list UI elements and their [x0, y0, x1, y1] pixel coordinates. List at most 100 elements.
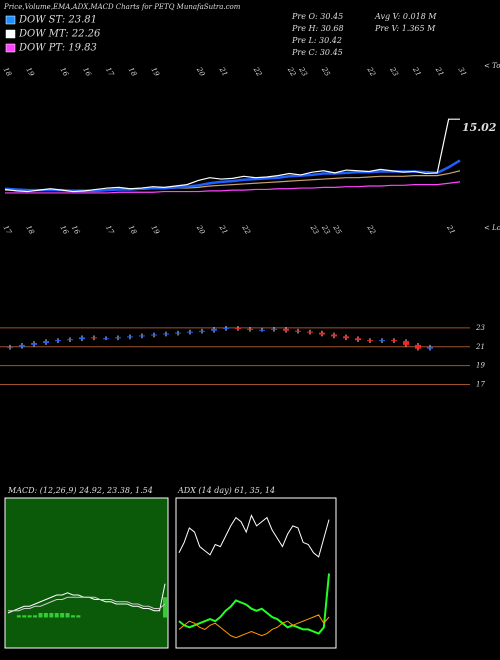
candle-body: [427, 346, 433, 349]
candle-body: [31, 343, 37, 345]
candle-body: [391, 340, 397, 342]
stat: Pre H: 30.68: [291, 24, 344, 33]
y-tick-label: 23: [475, 324, 485, 332]
candle-body: [271, 328, 277, 330]
x-tick-label: 21: [411, 65, 423, 78]
x-tick-label: 20: [194, 223, 206, 236]
candle-body: [331, 334, 337, 337]
x-tick-label: 19: [149, 224, 161, 236]
series-line: [4, 118, 460, 193]
y-tick-label: 21: [475, 343, 485, 351]
histogram-bar: [16, 615, 21, 618]
stat: Avg V: 0.018 M: [374, 12, 437, 21]
candle-body: [187, 331, 193, 333]
x-tick-label: 18: [24, 224, 36, 236]
histogram-bar: [38, 613, 43, 618]
candle-body: [115, 337, 121, 339]
x-tick-label: 23: [308, 223, 320, 236]
x-tick-label: 23: [388, 65, 400, 78]
legend-swatch: [5, 29, 16, 39]
series-line: [8, 596, 166, 612]
x-tick-label: 17: [104, 224, 116, 236]
x-tick-label: 23: [297, 65, 309, 78]
legend-swatch: [5, 15, 16, 25]
histogram-bar: [33, 615, 38, 618]
x-tick-label: 18: [127, 66, 139, 78]
x-tick-label: 21: [445, 223, 457, 236]
macd-panel: [4, 497, 169, 649]
histogram-bar: [22, 615, 27, 618]
annotation: < Lowe: [484, 224, 500, 232]
histogram-bar: [65, 613, 70, 618]
stat: Pre O: 30.45: [291, 12, 343, 21]
candle-body: [343, 336, 349, 339]
candle-body: [307, 331, 313, 333]
series-line: [178, 573, 330, 635]
x-tick-label: 16: [58, 224, 70, 236]
candle-body: [91, 337, 97, 339]
candle-body: [7, 346, 13, 348]
candle-body: [151, 334, 157, 336]
x-tick-label: 22: [365, 65, 377, 78]
candle-body: [247, 328, 253, 330]
candle-body: [139, 335, 145, 337]
annotation: 15.02: [462, 121, 497, 134]
candle-body: [319, 332, 325, 335]
candle-body: [103, 338, 109, 340]
histogram-bar: [76, 615, 81, 618]
series-line: [4, 159, 461, 193]
adx-title: ADX (14 day) 61, 35, 14: [177, 486, 275, 495]
candle-body: [55, 340, 61, 342]
candle-body: [415, 344, 421, 349]
candle-body: [295, 330, 301, 332]
x-tick-label: 20: [194, 65, 206, 78]
page-title: Price,Volume,EMA,ADX,MACD Charts for PET…: [3, 3, 241, 11]
x-tick-label: 21: [433, 65, 445, 78]
candle-body: [403, 341, 409, 345]
x-tick-label: 16: [58, 66, 70, 78]
candle-body: [79, 337, 85, 340]
histogram-bar: [27, 615, 32, 618]
stat: Pre C: 30.45: [291, 48, 343, 57]
x-tick-label: 19: [149, 66, 161, 78]
candle-body: [175, 332, 181, 334]
x-tick-label: 21: [217, 223, 229, 236]
macd-title: MACD: (12,26,9) 24.92, 23.38, 1.54: [7, 486, 153, 495]
candle-body: [223, 327, 229, 329]
x-tick-label: 22: [240, 223, 252, 236]
x-tick-label: 22: [251, 65, 263, 78]
candle-body: [127, 336, 133, 338]
candle-body: [43, 341, 49, 343]
x-tick-label: 25: [320, 65, 332, 78]
candle-body: [235, 327, 241, 329]
legend-label: DOW ST: 23.81: [18, 15, 97, 26]
x-tick-label: 19: [24, 66, 36, 78]
candle-body: [19, 344, 25, 347]
histogram-bar: [43, 613, 48, 618]
x-tick-label: 21: [217, 65, 229, 78]
histogram-bar: [70, 615, 75, 618]
x-tick-label: 17: [104, 66, 116, 78]
legend-label: DOW MT: 22.26: [18, 29, 101, 40]
histogram-bar: [49, 613, 54, 618]
x-tick-label: 23: [320, 223, 332, 236]
annotation: < Tope: [484, 62, 500, 70]
histogram-bar: [163, 597, 167, 618]
x-tick-label: 18: [127, 224, 139, 236]
x-tick-label: 25: [331, 223, 343, 236]
x-tick-label: 18: [2, 66, 14, 78]
adx-panel: [175, 497, 337, 649]
series-line: [178, 614, 330, 639]
series-line: [5, 181, 461, 194]
x-tick-label: 16: [81, 66, 93, 78]
histogram-bar: [60, 613, 65, 618]
x-tick-label: 22: [285, 65, 297, 78]
y-tick-label: 19: [476, 362, 485, 370]
histogram-bar: [54, 613, 59, 618]
candle-body: [283, 328, 289, 331]
candle-body: [367, 340, 373, 342]
candle-body: [259, 329, 265, 331]
candle-body: [355, 338, 361, 341]
candle-body: [163, 333, 169, 335]
